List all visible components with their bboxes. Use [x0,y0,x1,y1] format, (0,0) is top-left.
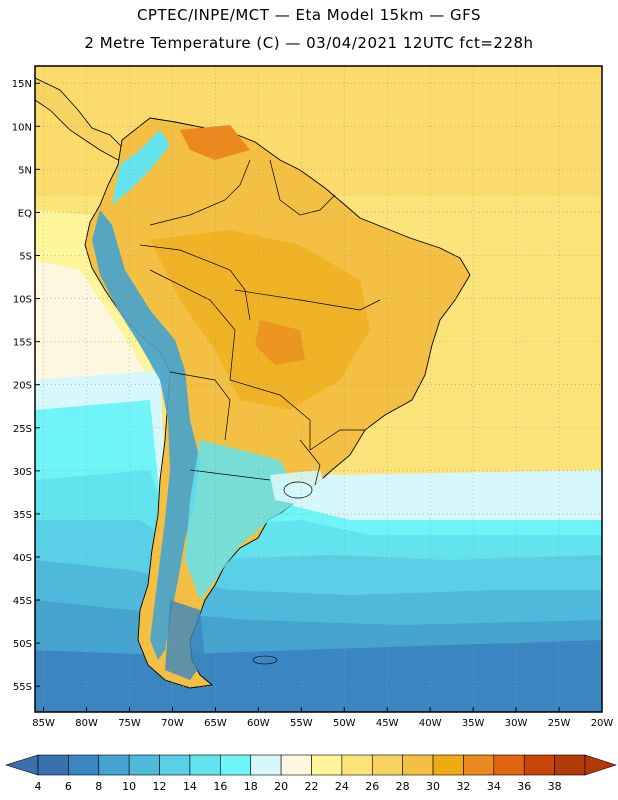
lon-label: 30W [505,718,528,729]
colorbar-swatch [311,754,343,776]
colorbar-tick-label: 14 [183,780,197,793]
lon-label: 35W [462,718,485,729]
lat-label: 45S [13,596,32,607]
colorbar-tick-label: 10 [122,780,136,793]
colorbar-swatch [37,754,69,776]
lon-label: 85W [32,718,55,729]
pacific-cool-zone [35,260,150,385]
lon-label: 55W [290,718,313,729]
colorbar-high-arrow [584,754,617,776]
lat-label: 5N [18,165,32,176]
lat-label: 35S [13,510,32,521]
lon-label: 25W [548,718,571,729]
lat-label: 50S [13,639,32,650]
andes-cold-ridge [92,210,200,660]
colorbar-tick-label: 24 [335,780,349,793]
lat-label: 15S [13,338,32,349]
colorbar-tick-label: 38 [548,780,562,793]
map-title-line1: CPTEC/INPE/MCT — Eta Model 15km — GFS [136,6,482,24]
colorbar-tick-label: 8 [95,780,102,793]
colorbar-swatch [371,754,403,776]
lat-label: 20S [13,381,32,392]
colorbar-tick-label: 18 [244,780,258,793]
lon-label: 20W [591,718,614,729]
country-borders [139,159,381,486]
colorbar-tick-label: 32 [456,780,470,793]
colorbar-swatch [68,754,100,776]
colorbar-tick-label: 22 [305,780,319,793]
colorbar-swatch [463,754,495,776]
lat-label: 10S [13,295,32,306]
colorbar-swatch [341,754,373,776]
colorbar-swatch [280,754,312,776]
falkland-islands [252,655,278,665]
map-frame [34,65,603,713]
colorbar-swatch [159,754,191,776]
colorbar-swatch [402,754,434,776]
colorbar-swatch [554,754,586,776]
colorbar-swatch [189,754,221,776]
lat-label: EQ [18,208,32,219]
colorbar-swatch [250,754,282,776]
colorbar-tick-label: 16 [213,780,227,793]
lon-label: 70W [161,718,184,729]
lat-label: 15N [12,79,32,90]
tierra-del-fuego-cold [165,600,205,680]
colorbar-tick-label: 6 [65,780,72,793]
lon-label: 40W [419,718,442,729]
colorbar-tick-label: 30 [426,780,440,793]
lon-label: 60W [247,718,270,729]
colorbar-swatch [493,754,525,776]
temperature-colorbar: 4 6 8 10 12 14 16 18 20 22 24 26 28 30 32 34 36 38 [4,754,617,793]
lat-label: 40S [13,553,32,564]
colorbar-tick-label: 20 [274,780,288,793]
lat-label: 5S [19,251,32,262]
colorbar-swatch [220,754,252,776]
lat-lon-grid [35,66,603,712]
colorbar-tick-label: 12 [153,780,167,793]
longitude-labels: 85W 80W 75W 70W 65W 60W 55W 50W 45W 40W 35W 30W 25W 2… [32,707,613,729]
colorbar-swatch [432,754,464,776]
lagoa-dos-patos [283,481,313,499]
colorbar-tick-label: 28 [396,780,410,793]
latitude-labels: 15N 10N 5N EQ 5S 10S 15S 20S 25S 30S 35S 40S 45S 50S 5… [12,79,40,693]
lon-label: 45W [376,718,399,729]
colorbar-tick-label: 34 [487,780,501,793]
central-america-land [35,77,126,161]
lat-label: 25S [13,424,32,435]
lon-label: 75W [118,718,141,729]
lat-label: 30S [13,467,32,478]
colorbar-swatch [98,754,130,776]
map-title-line2: 2 Metre Temperature (C) — 03/04/2021 12U… [84,34,534,52]
venezuela-hot-spot [180,125,250,160]
colorbar-low-arrow [4,754,39,776]
colorbar-swatch [523,754,555,776]
lon-label: 80W [75,718,98,729]
colombia-andes-cool [112,130,170,205]
lat-label: 10N [12,122,32,133]
colorbar-swatch [128,754,160,776]
colorbar-tick-label: 26 [365,780,379,793]
lon-label: 50W [333,718,356,729]
mato-grosso-hot-spot [255,320,305,365]
colorbar-tick-label: 4 [35,780,42,793]
lat-label: 55S [13,682,32,693]
colorbar-tick-label: 36 [517,780,531,793]
map-area [35,66,602,712]
lon-label: 65W [204,718,227,729]
